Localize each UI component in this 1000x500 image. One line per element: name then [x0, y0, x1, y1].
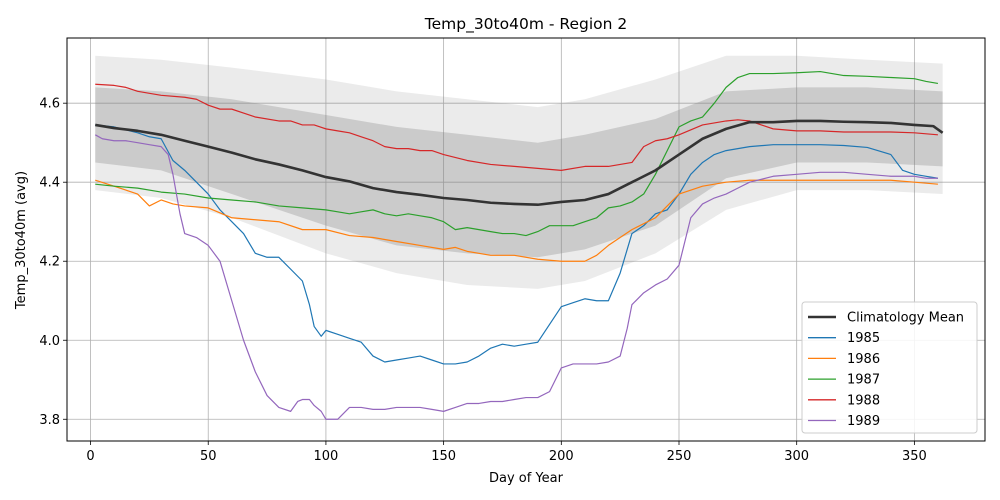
- series-line-1987: [95, 70, 939, 237]
- legend-label-1985: 1985: [847, 331, 880, 346]
- x-tick-label: 250: [667, 449, 692, 464]
- inner-band: [95, 87, 943, 258]
- legend-label-1989: 1989: [847, 414, 880, 429]
- x-tick-label: 100: [314, 449, 339, 464]
- series-line-1986: [95, 179, 938, 262]
- legend-label-climatology-mean: Climatology Mean: [847, 311, 964, 326]
- y-axis-ticks: 3.8 4.0 4.2 4.4 4.6: [39, 97, 67, 428]
- y-tick-label: 4.4: [39, 176, 60, 191]
- chart-title: Temp_30to40m - Region 2: [424, 15, 627, 34]
- y-tick-label: 4.0: [39, 334, 60, 349]
- x-axis-ticks: 0 50 100 150 200 250 300 350: [86, 441, 927, 464]
- legend-label-1987: 1987: [847, 373, 880, 388]
- x-tick-label: 150: [431, 449, 456, 464]
- legend-box: [801, 301, 978, 434]
- y-axis-label: Temp_30to40m (avg): [14, 171, 29, 310]
- confidence-bands: [95, 55, 943, 289]
- plot-frame: [66, 37, 986, 442]
- outer-band: [95, 55, 943, 289]
- x-axis-label: Day of Year: [489, 471, 564, 486]
- series-line-1988: [95, 83, 938, 171]
- climatology-mean-line: [95, 119, 944, 207]
- y-tick-label: 4.2: [39, 255, 60, 270]
- x-tick-label: 50: [200, 449, 217, 464]
- x-tick-label: 0: [86, 449, 94, 464]
- x-tick-label: 350: [902, 449, 927, 464]
- legend-label-1986: 1986: [847, 352, 880, 367]
- legend-label-1988: 1988: [847, 393, 880, 408]
- series-line-1985: [95, 124, 939, 365]
- legend: Climatology Mean 1985 1986 1987 1988 1989: [801, 301, 978, 434]
- series-lines: [94, 70, 944, 420]
- x-tick-label: 200: [549, 449, 574, 464]
- series-line-1989: [94, 134, 938, 420]
- y-tick-label: 3.8: [39, 413, 60, 428]
- x-tick-label: 300: [784, 449, 809, 464]
- y-tick-label: 4.6: [39, 97, 60, 112]
